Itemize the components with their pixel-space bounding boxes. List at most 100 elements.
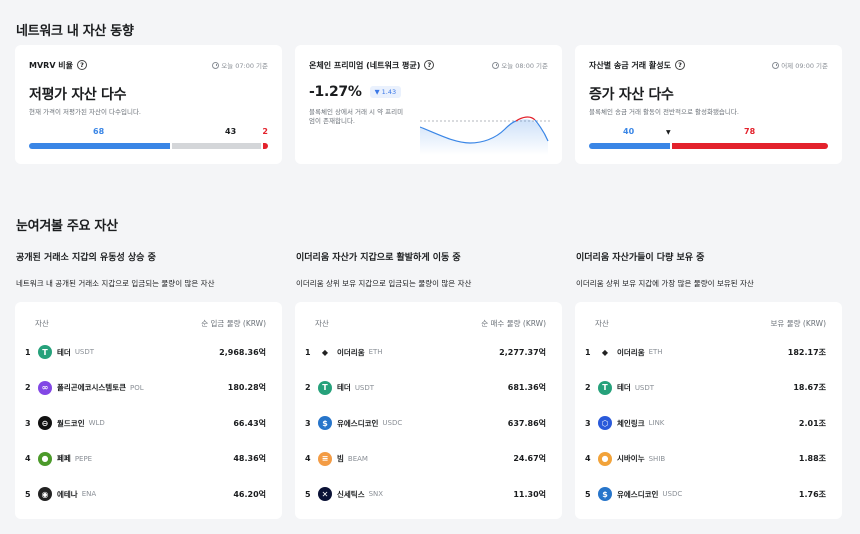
table-row[interactable]: 3 $ 유에스디코인 USDC 637.86억: [305, 415, 546, 431]
asset-name: 체인링크: [617, 418, 645, 428]
ethena-icon: ◉: [38, 487, 52, 501]
mvrv-title: MVRV 비율: [29, 60, 74, 70]
mvrv-time: 오늘 07:00 기준: [221, 62, 268, 70]
table-header: 자산 보유 물량 (KRW): [595, 318, 826, 329]
asset-symbol: WLD: [88, 419, 105, 427]
help-icon[interactable]: ?: [77, 60, 88, 70]
header-value[interactable]: 순 매수 물량 (KRW): [481, 319, 546, 328]
mvrv-over-count: 2: [262, 127, 268, 136]
premium-card[interactable]: 온체인 프리미엄 (네트워크 평균)? 오늘 08:00 기준 -1.27% ▼…: [295, 45, 562, 164]
table-row[interactable]: 5 $ 유에스디코인 USDC 1.76조: [585, 486, 826, 502]
table-row[interactable]: 3 ⊖ 월드코인 WLD 66.43억: [25, 415, 266, 431]
premium-sparkline: [420, 116, 550, 155]
asset-name: 빔: [337, 454, 344, 463]
asset-name: 이더리움: [617, 347, 645, 357]
asset-symbol: SNX: [368, 490, 384, 498]
asset-symbol: USDC: [382, 419, 403, 427]
table-row[interactable]: 2 T 테더 USDT 681.36억: [305, 380, 546, 396]
asset-value: 180.28억: [227, 383, 266, 392]
asset-value: 48.36억: [233, 454, 266, 463]
asset-value: 46.20억: [233, 489, 266, 499]
tether-icon: T: [318, 380, 332, 395]
asset-symbol: LINK: [648, 419, 665, 427]
asset-symbol: BEAM: [347, 454, 368, 463]
asset-value: 1.88조: [798, 454, 826, 463]
asset-name: 월드코인: [57, 418, 85, 428]
row-rank: 4: [585, 454, 591, 463]
table-row[interactable]: 4 ≡ 빔 BEAM 24.67억: [305, 451, 546, 467]
ethereum-icon: ◆: [318, 345, 332, 359]
table-row[interactable]: 1 ◆ 이더리움 ETH 2,277.37억: [305, 344, 546, 360]
asset-value: 2,277.37억: [499, 347, 546, 357]
header-asset: 자산: [315, 319, 329, 328]
header-value[interactable]: 순 입금 물량 (KRW): [201, 319, 266, 328]
column-title: 공개된 거래소 지갑의 유동성 상승 중: [16, 253, 156, 263]
transfer-decrease-segment: [589, 143, 670, 149]
transfer-decrease-count: 40: [623, 127, 635, 136]
table-header: 자산 순 매수 물량 (KRW): [315, 318, 546, 329]
asset-table-card: 자산 순 매수 물량 (KRW) 1 ◆ 이더리움 ETH 2,277.37억 2…: [295, 302, 562, 519]
table-row[interactable]: 2 ∞ 폴리곤에코시스템토큰 POL 180.28억: [25, 380, 266, 396]
chainlink-icon: ⬡: [598, 416, 612, 430]
column-description: 네트워크 내 공개된 거래소 지갑으로 입금되는 물량이 많은 자산: [16, 279, 215, 288]
row-rank: 3: [25, 418, 31, 428]
mvrv-headline: 저평가 자산 다수: [29, 87, 127, 103]
asset-symbol: PEPE: [74, 454, 93, 463]
premium-time: 오늘 08:00 기준: [501, 62, 548, 70]
transfer-desc: 블록체인 송금 거래 활동이 전반적으로 활성화됐습니다.: [589, 108, 739, 116]
asset-name: 이더리움: [337, 347, 365, 357]
asset-value: 2,968.36억: [219, 347, 266, 357]
asset-value: 637.86억: [507, 418, 546, 428]
usdc-icon: $: [598, 487, 612, 501]
table-row[interactable]: 2 T 테더 USDT 18.67조: [585, 380, 826, 396]
asset-value: 24.67억: [513, 454, 546, 463]
mvrv-over-segment: [263, 143, 268, 149]
polygon-icon: ∞: [38, 380, 52, 395]
premium-title: 온체인 프리미엄 (네트워크 평균): [309, 60, 421, 70]
asset-symbol: SHIB: [648, 454, 666, 463]
table-row[interactable]: 5 ◉ 에테나 ENA 46.20억: [25, 486, 266, 502]
asset-name: 에테나: [57, 489, 78, 499]
asset-value: 2.01조: [798, 418, 826, 428]
help-icon[interactable]: ?: [674, 60, 685, 70]
worldcoin-icon: ⊖: [38, 416, 52, 430]
asset-name: 유에스디코인: [337, 418, 379, 428]
transfer-marker-icon: ▼: [666, 129, 671, 136]
column-title: 이더리움 자산가들이 다량 보유 중: [576, 253, 705, 263]
table-row[interactable]: 1 T 테더 USDT 2,968.36억: [25, 344, 266, 360]
transfer-time: 어제 09:00 기준: [781, 62, 828, 70]
mvrv-card[interactable]: MVRV 비율? 오늘 07:00 기준 저평가 자산 다수 현재 가격이 저평…: [15, 45, 282, 164]
asset-symbol: USDC: [662, 490, 683, 498]
row-rank: 1: [25, 347, 31, 357]
row-rank: 5: [25, 489, 31, 499]
synthetix-icon: ✕: [318, 487, 332, 501]
section-title-key-assets: 눈여겨볼 주요 자산: [16, 219, 118, 234]
table-row[interactable]: 4 ● 페페 PEPE 48.36억: [25, 451, 266, 467]
asset-table-card: 자산 보유 물량 (KRW) 1 ◆ 이더리움 ETH 182.17조 2 T 테…: [575, 302, 842, 519]
table-row[interactable]: 1 ◆ 이더리움 ETH 182.17조: [585, 344, 826, 360]
premium-desc: 블록체인 상에서 거래 시 약 프리미엄이 존재합니다.: [309, 108, 404, 125]
table-row[interactable]: 3 ⬡ 체인링크 LINK 2.01조: [585, 415, 826, 431]
table-row[interactable]: 4 ● 시바이누 SHIB 1.88조: [585, 451, 826, 467]
row-rank: 2: [585, 383, 591, 392]
mvrv-neutral-count: 43: [225, 127, 237, 136]
row-rank: 2: [305, 383, 311, 392]
help-icon[interactable]: ?: [424, 60, 435, 70]
transfer-card[interactable]: 자산별 송금 거래 활성도? 어제 09:00 기준 증가 자산 다수 블록체인…: [575, 45, 842, 164]
transfer-distribution-bar: [589, 143, 828, 149]
transfer-headline: 증가 자산 다수: [589, 87, 674, 103]
mvrv-desc: 현재 가격이 저평가된 자산이 다수입니다.: [29, 108, 141, 116]
header-value[interactable]: 보유 물량 (KRW): [770, 319, 826, 328]
asset-symbol: ETH: [368, 348, 383, 356]
asset-value: 11.30억: [513, 489, 546, 499]
asset-table-card: 자산 순 입금 물량 (KRW) 1 T 테더 USDT 2,968.36억 2 …: [15, 302, 282, 519]
table-header: 자산 순 입금 물량 (KRW): [35, 318, 266, 329]
asset-name: 신세틱스: [337, 489, 365, 499]
row-rank: 3: [585, 418, 591, 428]
asset-symbol: ENA: [81, 490, 97, 498]
asset-symbol: USDT: [74, 348, 95, 356]
table-row[interactable]: 5 ✕ 신세틱스 SNX 11.30억: [305, 486, 546, 502]
usdc-icon: $: [318, 416, 332, 430]
asset-symbol: USDT: [634, 383, 655, 392]
asset-name: 테더: [337, 383, 351, 392]
